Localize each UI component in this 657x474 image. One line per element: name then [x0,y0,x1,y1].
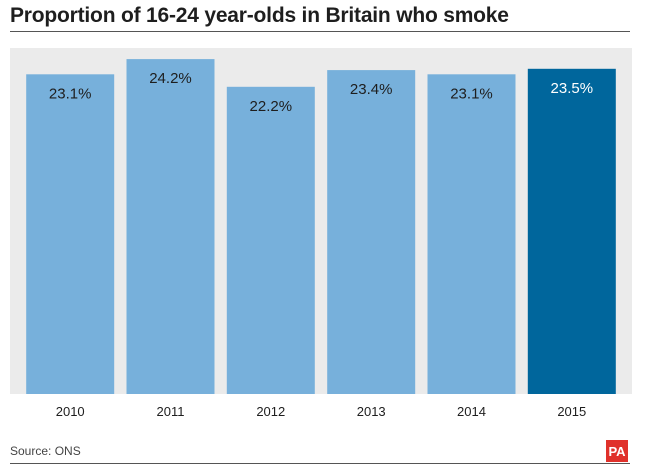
value-label-2012: 22.2% [250,98,293,115]
x-tick-label-2014: 2014 [457,404,486,419]
pa-logo: PA [606,440,628,462]
bar-2012 [226,86,315,395]
value-label-2014: 23.1% [450,85,493,102]
title-divider [10,31,630,32]
chart-title: Proportion of 16-24 year-olds in Britain… [10,4,509,27]
bar-2013 [327,70,416,394]
x-tick-label-2012: 2012 [256,404,285,419]
bar-2014 [427,74,516,395]
bar-2015 [527,68,616,395]
value-label-2011: 24.2% [149,70,192,87]
x-tick-label-2011: 2011 [157,404,185,419]
value-label-2013: 23.4% [350,81,393,98]
source-note: Source: ONS [10,444,81,458]
bar-2010 [26,74,115,395]
bar-2011 [126,59,215,394]
x-tick-label-2015: 2015 [557,404,586,419]
value-label-2010: 23.1% [49,85,92,102]
x-tick-label-2013: 2013 [357,404,386,419]
footer-divider [10,463,630,464]
x-tick-label-2010: 2010 [56,404,85,419]
value-label-2015: 23.5% [551,80,594,97]
